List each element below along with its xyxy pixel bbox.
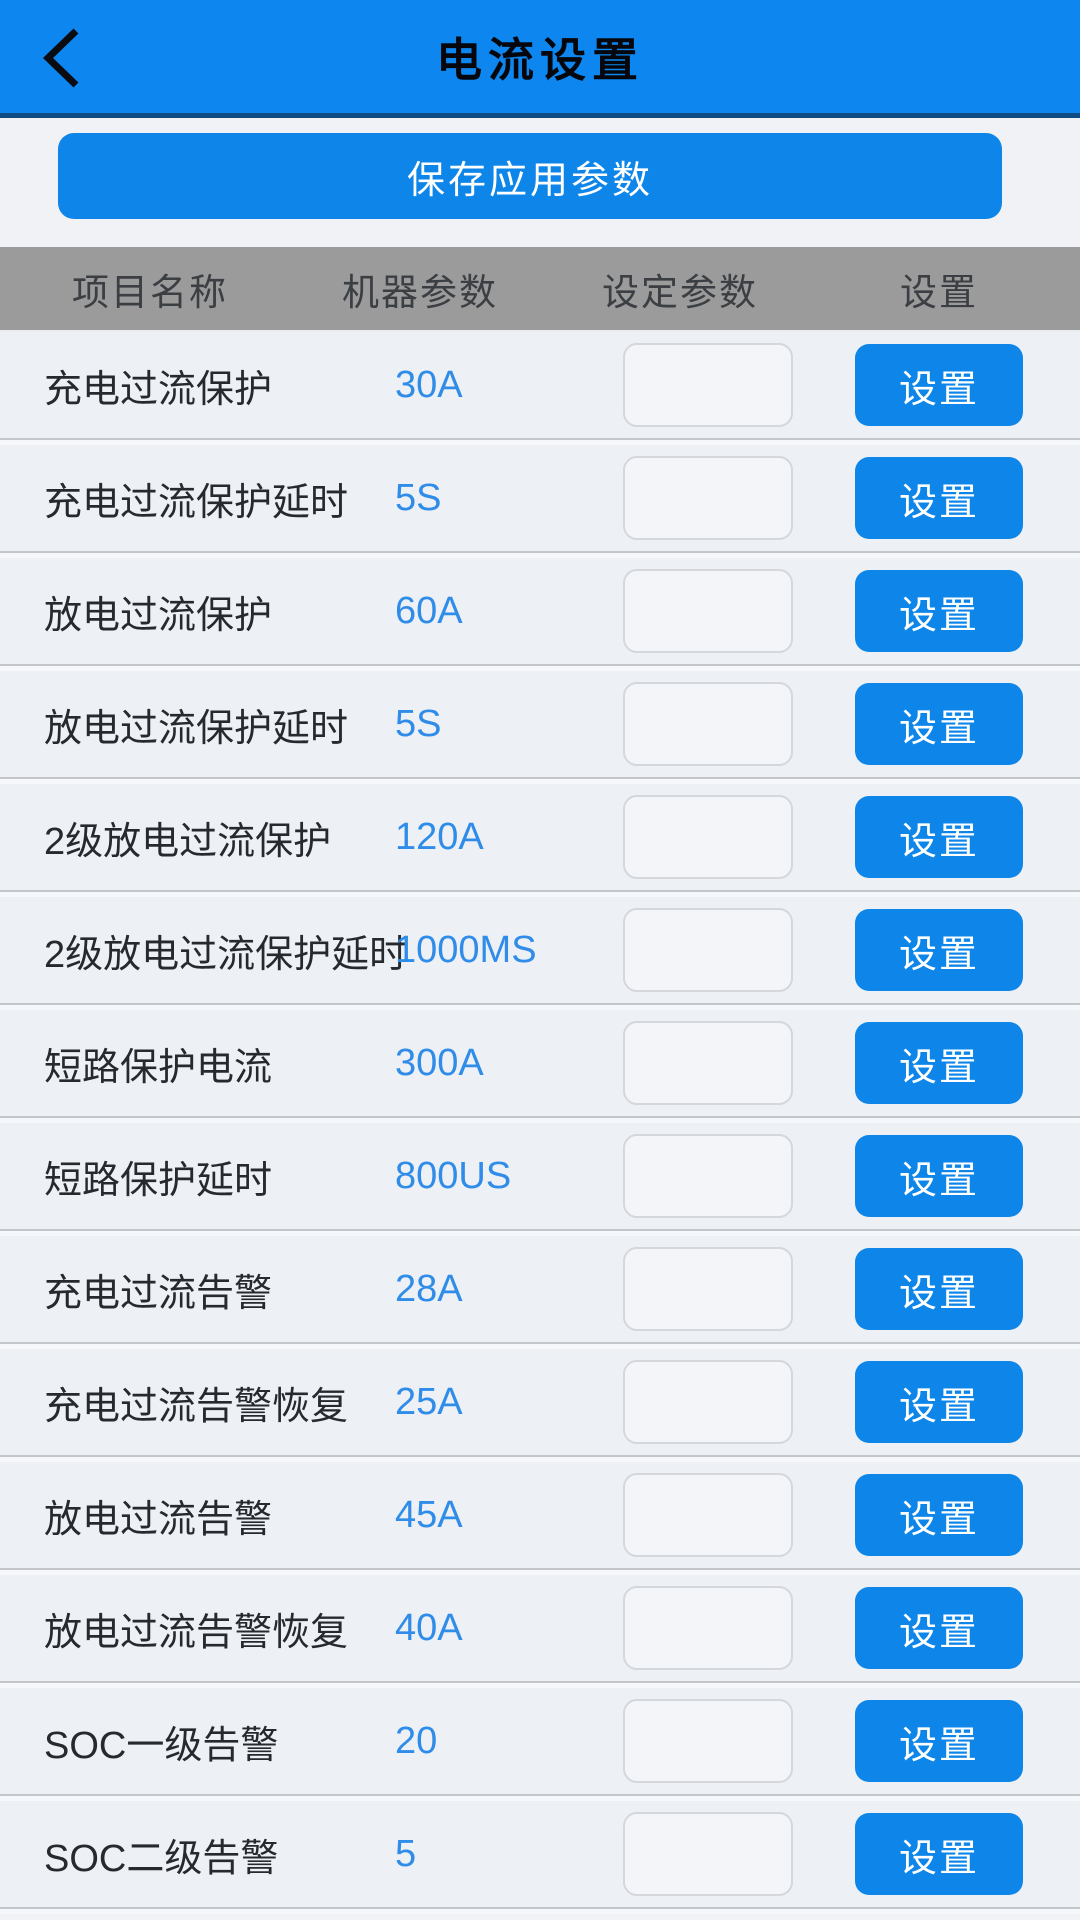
row-divider — [0, 1342, 1080, 1349]
table-row: 短路保护延时 800US 设置 — [0, 1123, 1080, 1229]
machine-param-value: 30A — [395, 363, 463, 406]
row-divider — [0, 1907, 1080, 1914]
set-button[interactable]: 设置 — [855, 1813, 1023, 1895]
set-param-input[interactable] — [622, 908, 793, 992]
row-item-name: 短路保护电流 — [44, 1046, 273, 1089]
set-button[interactable]: 设置 — [855, 1022, 1023, 1104]
page-title: 电流设置 — [436, 33, 644, 86]
machine-param-value: 5S — [395, 702, 442, 745]
machine-param-value: 40A — [395, 1606, 463, 1649]
set-param-input[interactable] — [622, 1360, 793, 1444]
table-row: 放电过流告警恢复 40A 设置 — [0, 1575, 1080, 1681]
set-param-input[interactable] — [622, 795, 793, 879]
set-param-input[interactable] — [622, 1586, 793, 1670]
set-param-input[interactable] — [622, 1021, 793, 1105]
column-header-machine-param: 机器参数 — [342, 271, 498, 313]
row-item-name: 2级放电过流保护 — [44, 820, 332, 863]
row-item-name: 短路保护延时 — [44, 1159, 273, 1202]
row-item-name: 充电过流告警恢复 — [44, 1385, 349, 1428]
column-header-set: 设置 — [900, 271, 978, 313]
row-divider — [0, 1794, 1080, 1801]
column-header-item-name: 项目名称 — [72, 271, 228, 313]
set-button[interactable]: 设置 — [855, 909, 1023, 991]
column-header-set-param: 设定参数 — [602, 271, 758, 313]
row-divider — [0, 1003, 1080, 1010]
row-item-name: 放电过流告警 — [44, 1498, 273, 1541]
table-row: 2级放电过流保护 120A 设置 — [0, 784, 1080, 890]
machine-param-value: 25A — [395, 1380, 463, 1423]
machine-param-value: 20 — [395, 1719, 438, 1762]
set-button[interactable]: 设置 — [855, 457, 1023, 539]
table-row: 放电过流保护 60A 设置 — [0, 558, 1080, 664]
row-item-name: 放电过流告警恢复 — [44, 1611, 349, 1654]
save-apply-params-button[interactable]: 保存应用参数 — [58, 133, 1002, 219]
set-button[interactable]: 设置 — [855, 1587, 1023, 1669]
set-param-input[interactable] — [622, 343, 793, 427]
table-row: 充电过流保护 30A 设置 — [0, 332, 1080, 438]
machine-param-value: 800US — [395, 1154, 512, 1197]
set-param-input[interactable] — [622, 1812, 793, 1896]
settings-table: 充电过流保护 30A 设置 充电过流保护延时 5S 设置 放电过流保护 — [0, 332, 1080, 1914]
set-param-input[interactable] — [622, 456, 793, 540]
machine-param-value: 1000MS — [395, 928, 537, 971]
set-button[interactable]: 设置 — [855, 796, 1023, 878]
row-item-name: 充电过流保护延时 — [44, 481, 349, 524]
table-row: 放电过流保护延时 5S 设置 — [0, 671, 1080, 777]
app-bar: 电流设置 — [0, 0, 1080, 118]
table-row: SOC一级告警 20 设置 — [0, 1688, 1080, 1794]
back-button[interactable] — [34, 26, 90, 90]
machine-param-value: 45A — [395, 1493, 463, 1536]
set-param-input[interactable] — [622, 682, 793, 766]
set-button[interactable]: 设置 — [855, 1135, 1023, 1217]
row-divider — [0, 1116, 1080, 1123]
row-divider — [0, 777, 1080, 784]
row-item-name: SOC一级告警 — [44, 1724, 279, 1767]
table-row: 2级放电过流保护延时 1000MS 设置 — [0, 897, 1080, 1003]
set-param-input[interactable] — [622, 1134, 793, 1218]
set-button[interactable]: 设置 — [855, 570, 1023, 652]
set-button[interactable]: 设置 — [855, 1248, 1023, 1330]
row-item-name: 放电过流保护 — [44, 594, 273, 637]
set-param-input[interactable] — [622, 1699, 793, 1783]
set-button[interactable]: 设置 — [855, 1361, 1023, 1443]
row-item-name: 放电过流保护延时 — [44, 707, 349, 750]
row-divider — [0, 1568, 1080, 1575]
table-row: 充电过流保护延时 5S 设置 — [0, 445, 1080, 551]
row-divider — [0, 1455, 1080, 1462]
set-button[interactable]: 设置 — [855, 344, 1023, 426]
machine-param-value: 5 — [395, 1832, 417, 1875]
set-button[interactable]: 设置 — [855, 1700, 1023, 1782]
machine-param-value: 5S — [395, 476, 442, 519]
row-item-name: SOC二级告警 — [44, 1837, 279, 1880]
row-item-name: 充电过流告警 — [44, 1272, 273, 1315]
machine-param-value: 120A — [395, 815, 484, 858]
row-item-name: 充电过流保护 — [44, 368, 273, 411]
row-item-name: 2级放电过流保护延时 — [44, 933, 408, 976]
table-row: 充电过流告警恢复 25A 设置 — [0, 1349, 1080, 1455]
machine-param-value: 60A — [395, 589, 463, 632]
set-button[interactable]: 设置 — [855, 683, 1023, 765]
chevron-left-icon — [40, 26, 84, 90]
row-divider — [0, 1229, 1080, 1236]
table-row: 充电过流告警 28A 设置 — [0, 1236, 1080, 1342]
row-divider — [0, 1681, 1080, 1688]
set-button[interactable]: 设置 — [855, 1474, 1023, 1556]
table-header-row: 项目名称 机器参数 设定参数 设置 — [0, 247, 1080, 332]
save-section: 保存应用参数 — [0, 118, 1080, 247]
row-divider — [0, 664, 1080, 671]
machine-param-value: 300A — [395, 1041, 484, 1084]
row-divider — [0, 438, 1080, 445]
set-param-input[interactable] — [622, 1247, 793, 1331]
table-row: 放电过流告警 45A 设置 — [0, 1462, 1080, 1568]
set-param-input[interactable] — [622, 569, 793, 653]
row-divider — [0, 551, 1080, 558]
table-row: SOC二级告警 5 设置 — [0, 1801, 1080, 1907]
machine-param-value: 28A — [395, 1267, 463, 1310]
table-row: 短路保护电流 300A 设置 — [0, 1010, 1080, 1116]
set-param-input[interactable] — [622, 1473, 793, 1557]
row-divider — [0, 890, 1080, 897]
